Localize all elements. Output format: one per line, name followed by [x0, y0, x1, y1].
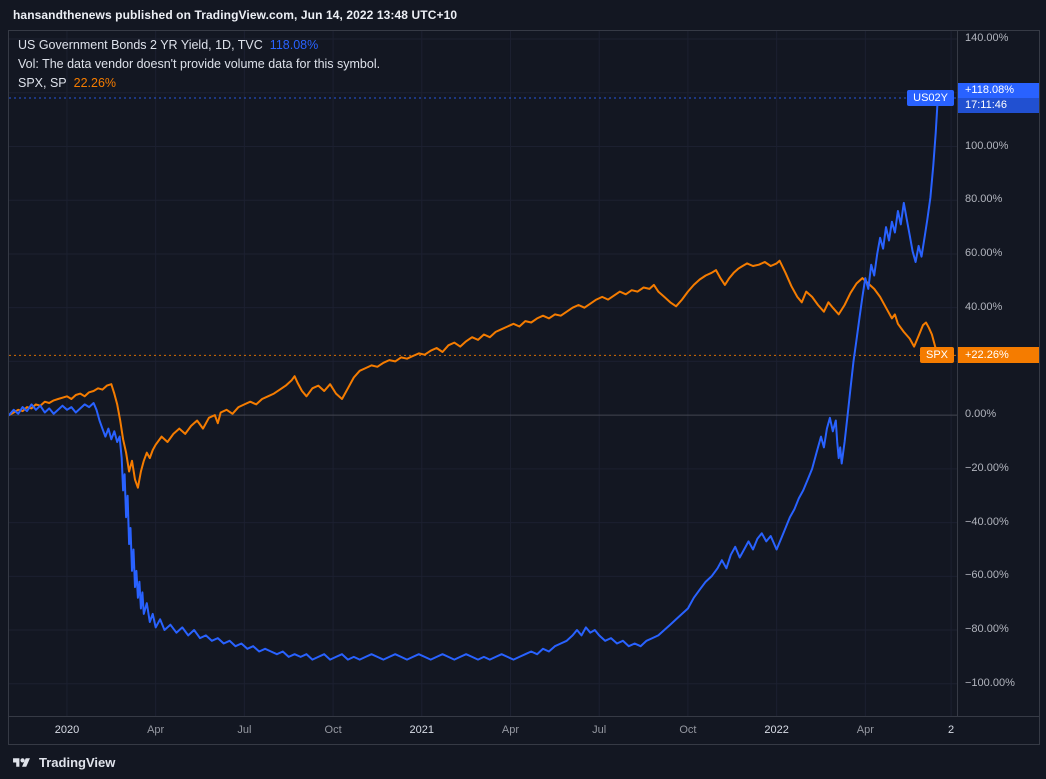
y-tick-label: 140.00%	[965, 32, 1009, 45]
x-tick-label: 2022	[764, 724, 789, 736]
legend-us02y-title[interactable]: US Government Bonds 2 YR Yield, 1D, TVC	[18, 38, 263, 52]
footer-bar: TradingView	[0, 745, 1046, 779]
x-tick-label: Apr	[501, 724, 520, 736]
x-tick-label: Apr	[856, 724, 874, 736]
x-tick-label: Jul	[592, 724, 607, 736]
legend-spx-value: 22.26%	[73, 76, 117, 90]
tradingview-brand[interactable]: TradingView	[39, 754, 116, 770]
publish-header: hansandthenews published on TradingView.…	[0, 0, 1046, 30]
time-scale[interactable]: 2020 Apr Jul Oct 2021 Apr Jul Oct 2022 Apr 2	[9, 716, 1039, 744]
y-tick-label: 60.00%	[965, 246, 1003, 259]
us02y-line[interactable]	[9, 96, 939, 661]
y-tick-label: −80.00%	[965, 623, 1009, 636]
us02y-last-price: +118.08%	[965, 83, 1015, 96]
y-tick-label: 40.00%	[965, 300, 1003, 313]
legend-row-us02y: US Government Bonds 2 YR Yield, 1D, TVC 1…	[18, 36, 380, 55]
x-tick-label: Apr	[147, 724, 165, 736]
chart-widget: US Government Bonds 2 YR Yield, 1D, TVC 1…	[8, 30, 1040, 745]
legend-row-spx: SPX, SP 22.26%	[18, 74, 380, 93]
chart-legend: US Government Bonds 2 YR Yield, 1D, TVC 1…	[18, 36, 380, 93]
x-tick-label: Oct	[679, 724, 697, 736]
price-scale[interactable]: −100.00% −80.00% −60.00% −40.00% −20.00% 0.00…	[957, 31, 1039, 716]
us02y-series-flag: US02Y	[907, 89, 954, 106]
legend-spx-title[interactable]: SPX, SP	[18, 76, 67, 90]
legend-vol-note: Vol: The data vendor doesn't provide vol…	[18, 57, 381, 71]
x-tick-label: Jul	[237, 724, 252, 736]
y-tick-label: 0.00%	[965, 408, 997, 421]
us02y-axis-price-label: +118.08% 17:11:46	[958, 82, 1039, 113]
plot-area[interactable]: US Government Bonds 2 YR Yield, 1D, TVC 1…	[9, 31, 957, 716]
tradingview-logo-icon[interactable]	[12, 755, 31, 770]
spx-line[interactable]	[9, 259, 939, 489]
spx-axis-price-label: +22.26%	[958, 347, 1039, 364]
x-tick-label: Oct	[324, 724, 342, 736]
legend-us02y-value: 118.08%	[269, 38, 319, 52]
x-tick-label: 2	[948, 724, 955, 736]
y-tick-label: −60.00%	[965, 569, 1009, 582]
spx-series-flag: SPX	[919, 347, 954, 364]
publish-header-text: hansandthenews published on TradingView.…	[13, 8, 458, 22]
y-tick-label: 100.00%	[965, 139, 1009, 152]
chart-canvas[interactable]	[9, 31, 957, 716]
us02y-bar-countdown: 17:11:46	[958, 97, 1039, 113]
y-tick-label: 80.00%	[965, 193, 1003, 206]
x-tick-label: 2021	[409, 724, 435, 736]
y-tick-label: −100.00%	[965, 676, 1015, 689]
y-tick-label: −40.00%	[965, 515, 1009, 528]
y-tick-label: −20.00%	[965, 461, 1009, 474]
x-tick-label: 2020	[54, 724, 80, 736]
